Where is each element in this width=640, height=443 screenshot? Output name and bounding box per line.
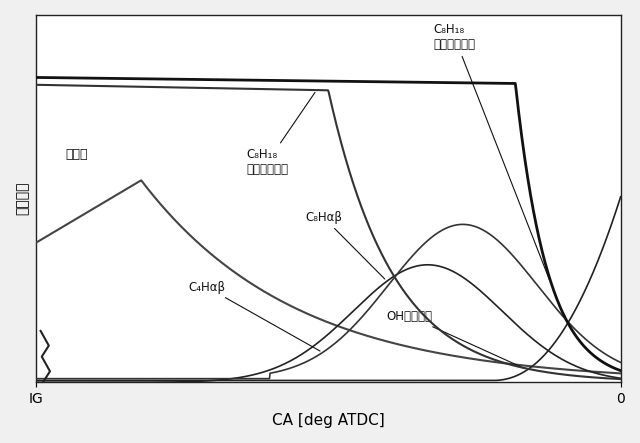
- Text: C₈H₁₈
（オゾン無）: C₈H₁₈ （オゾン無）: [433, 23, 550, 280]
- Text: C₈H₁₈
（オゾン有）: C₈H₁₈ （オゾン有）: [246, 93, 315, 176]
- Text: C₄Hαβ: C₄Hαβ: [188, 280, 320, 351]
- Text: オゾン: オゾン: [65, 148, 88, 161]
- X-axis label: CA [deg ATDC]: CA [deg ATDC]: [272, 413, 385, 428]
- Y-axis label: モル分率: モル分率: [15, 182, 29, 215]
- Text: OHラジカル: OHラジカル: [387, 310, 525, 369]
- Text: C₈Hαβ: C₈Hαβ: [305, 211, 385, 279]
